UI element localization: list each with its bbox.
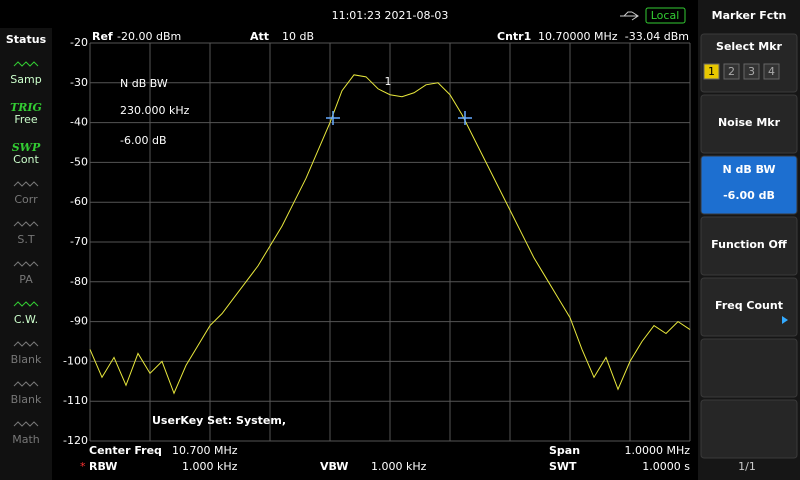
- clock: 11:01:23 2021-08-03: [332, 9, 449, 22]
- status-label: Cont: [13, 153, 39, 166]
- ref: -20.00 dBm: [117, 30, 181, 43]
- span: 1.0000 MHz: [624, 444, 690, 457]
- vbw-label: VBW: [320, 460, 348, 473]
- y-tick-label: -80: [70, 275, 88, 288]
- mkr-option-label: 1: [708, 65, 715, 78]
- marker-freq: 10.70000 MHz: [538, 30, 618, 43]
- status-icon: [13, 61, 39, 67]
- mkr-option-label: 4: [768, 65, 775, 78]
- menu-button: [700, 399, 798, 459]
- userkey: UserKey Set: System,: [152, 414, 286, 427]
- mkr-option-label: 2: [728, 65, 735, 78]
- status-icon: [13, 421, 39, 427]
- status-label: Free: [14, 113, 38, 126]
- marker-label: Cntr1: [497, 30, 531, 43]
- y-tick-label: -110: [63, 394, 88, 407]
- menu-label: Function Off: [711, 238, 787, 251]
- status-label: Blank: [11, 393, 42, 406]
- status-label: Corr: [14, 193, 38, 206]
- status-tag: SWP: [12, 141, 41, 154]
- status-panel: [0, 28, 52, 480]
- status-icon: [13, 261, 39, 267]
- mkr-option[interactable]: [763, 63, 780, 80]
- mkr-option-label: 3: [748, 65, 755, 78]
- menu-button[interactable]: [700, 155, 798, 215]
- menu-title: Marker Fctn: [712, 9, 787, 22]
- status-label: S.T: [17, 233, 34, 246]
- swt-label: SWT: [549, 460, 577, 473]
- ref-label: Ref: [92, 30, 113, 43]
- rbw-flag: *: [80, 460, 86, 473]
- status-tag: TRIG: [10, 101, 42, 114]
- att: 10 dB: [282, 30, 314, 43]
- status-label: Samp: [10, 73, 41, 86]
- marker-number: 1: [385, 75, 392, 88]
- y-tick-label: -60: [70, 195, 88, 208]
- menu-label: Noise Mkr: [718, 116, 781, 129]
- mkr-option[interactable]: [703, 63, 720, 80]
- menu-label: N dB BW: [722, 163, 775, 176]
- status-label: C.W.: [14, 313, 38, 326]
- status-label: Math: [12, 433, 40, 446]
- y-tick-label: -40: [70, 116, 88, 129]
- status-icon: [13, 221, 39, 227]
- status-label: Blank: [11, 353, 42, 366]
- y-tick-label: -70: [70, 235, 88, 248]
- more-arrow: [782, 316, 788, 324]
- status-icon: [13, 181, 39, 187]
- menu-page: 1/1: [738, 460, 756, 473]
- status-icon: [13, 341, 39, 347]
- usb-icon: [620, 11, 639, 21]
- mode: Local: [651, 9, 680, 22]
- mkr-option[interactable]: [743, 63, 760, 80]
- center-label: Center Freq: [89, 444, 162, 457]
- marker-level: -33.04 dBm: [625, 30, 689, 43]
- trace: [89, 74, 691, 395]
- y-tick-label: -100: [63, 354, 88, 367]
- menu-button[interactable]: [700, 277, 798, 337]
- mkr-option[interactable]: [723, 63, 740, 80]
- center: 10.700 MHz: [172, 444, 238, 457]
- status-label: PA: [19, 273, 33, 286]
- att-label: Att: [250, 30, 269, 43]
- status-icon: [13, 301, 39, 307]
- menu-label: Select Mkr: [716, 40, 782, 53]
- menu-label: Freq Count: [715, 299, 783, 312]
- plot: -20 -30 -40 -50 -60 -70 -80 -90 -100 -110 -120: [63, 36, 691, 447]
- span-label: Span: [549, 444, 580, 457]
- y-tick-label: -90: [70, 315, 88, 328]
- y-tick-label: -50: [70, 155, 88, 168]
- menu-button: [700, 338, 798, 398]
- ndb-markers: [326, 111, 472, 125]
- swt: 1.0000 s: [642, 460, 690, 473]
- y-tick-label: -120: [63, 434, 88, 447]
- y-tick-label: -20: [70, 36, 88, 49]
- status-title: Status: [6, 33, 47, 46]
- mode-badge: [645, 7, 686, 24]
- menu-value: -6.00 dB: [723, 189, 775, 202]
- rbw-label: RBW: [89, 460, 117, 473]
- menu-button[interactable]: [700, 94, 798, 154]
- menu-button[interactable]: [700, 216, 798, 276]
- y-tick-label: -30: [70, 76, 88, 89]
- status-icon: [13, 381, 39, 387]
- readout-line: 230.000 kHz: [120, 104, 190, 117]
- readout-line: -6.00 dB: [120, 134, 167, 147]
- rbw: 1.000 kHz: [182, 460, 238, 473]
- vbw: 1.000 kHz: [371, 460, 427, 473]
- readout-line: N dB BW: [120, 77, 168, 90]
